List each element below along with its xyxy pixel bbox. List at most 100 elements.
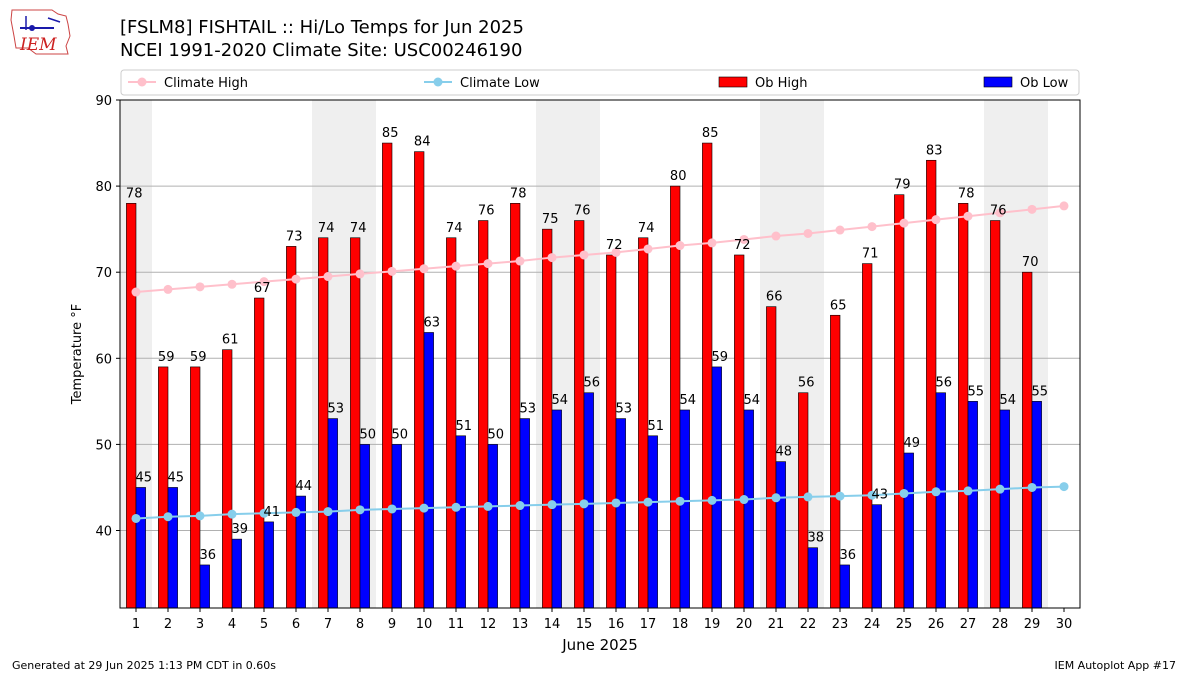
bar-ob-low-day-18: [679, 409, 690, 609]
bar-ob-low-day-14: [551, 409, 562, 609]
data-labels: 78 45 59 45 59 36 61 39 67 41 73 44 74 53 74 50 85 50 84 63…: [126, 126, 1048, 563]
x-tick-label-9: 9: [388, 617, 396, 632]
label-ob-low-day-25: 49: [904, 436, 921, 451]
bar-ob-high-day-16: [606, 254, 617, 609]
label-ob-low-day-17: 51: [648, 419, 665, 434]
climate-low-point-day-16: [611, 498, 621, 508]
climate-high-point-day-13: [515, 256, 525, 266]
y-tick-label-70: 70: [95, 266, 112, 281]
label-ob-high-day-22: 56: [798, 376, 815, 391]
bar-ob-high-day-24: [862, 263, 873, 609]
x-tick-label-8: 8: [356, 617, 364, 632]
label-ob-high-day-6: 73: [286, 229, 303, 244]
label-ob-low-day-20: 54: [744, 393, 761, 408]
bar-ob-high-day-2: [158, 366, 169, 609]
bar-ob-high-day-4: [222, 349, 233, 609]
label-ob-low-day-27: 55: [968, 384, 985, 399]
climate-low-point-day-8: [355, 505, 365, 515]
climate-low-point-day-18: [675, 496, 685, 506]
label-ob-low-day-10: 63: [424, 315, 441, 330]
climate-high-point-day-5: [259, 277, 269, 287]
climate-high-point-day-9: [387, 266, 397, 276]
climate-high-point-day-21: [771, 231, 781, 241]
climate-low-point-day-24: [867, 490, 877, 500]
label-ob-high-day-8: 74: [350, 221, 367, 236]
bar-ob-high-day-10: [414, 151, 425, 609]
climate-high-point-day-23: [835, 225, 845, 235]
label-ob-low-day-13: 53: [520, 402, 537, 417]
label-ob-high-day-11: 74: [446, 221, 463, 236]
climate-low-point-day-20: [739, 495, 749, 505]
label-ob-low-day-22: 38: [808, 531, 825, 546]
bar-ob-low-day-12: [487, 444, 498, 609]
climate-high-point-day-29: [1027, 204, 1037, 214]
x-tick-label-1: 1: [132, 617, 140, 632]
climate-high-point-day-3: [195, 282, 205, 292]
bar-ob-high-day-12: [478, 220, 489, 609]
y-tick-label-80: 80: [95, 180, 112, 195]
x-tick-label-29: 29: [1024, 617, 1041, 632]
climate-high-point-day-1: [131, 287, 141, 297]
x-tick-label-22: 22: [800, 617, 817, 632]
label-ob-high-day-15: 76: [574, 204, 591, 219]
label-ob-low-day-29: 55: [1032, 384, 1049, 399]
bar-ob-low-day-22: [807, 547, 818, 609]
climate-low-point-day-5: [259, 508, 269, 518]
x-axis-label: June 2025: [561, 636, 638, 654]
bar-ob-high-day-25: [894, 194, 905, 609]
climate-high-point-day-12: [483, 259, 493, 269]
bar-ob-low-day-21: [775, 461, 786, 609]
label-ob-low-day-19: 59: [712, 350, 729, 365]
climate-high-point-day-8: [355, 269, 365, 279]
climate-low-point-day-9: [387, 504, 397, 514]
bar-ob-low-day-25: [903, 452, 914, 609]
label-ob-low-day-18: 54: [680, 393, 697, 408]
x-tick-label-13: 13: [512, 617, 529, 632]
climate-low-point-day-12: [483, 501, 493, 511]
bar-ob-high-day-8: [350, 237, 361, 609]
label-ob-high-day-20: 72: [734, 238, 751, 253]
climate-high-point-day-27: [963, 211, 973, 221]
climate-high-point-day-25: [899, 218, 909, 228]
label-ob-high-day-25: 79: [894, 178, 911, 193]
y-tick-label-50: 50: [95, 438, 112, 453]
bar-ob-low-day-3: [199, 564, 210, 609]
climate-high-point-day-7: [323, 272, 333, 282]
x-tick-label-6: 6: [292, 617, 300, 632]
climate-low-point-day-11: [451, 502, 461, 512]
x-tick-label-23: 23: [832, 617, 849, 632]
bar-ob-high-day-27: [958, 203, 969, 609]
climate-low-point-day-7: [323, 507, 333, 517]
legend-box: [120, 69, 1080, 96]
climate-high-point-day-26: [931, 215, 941, 225]
label-ob-high-day-26: 83: [926, 143, 943, 158]
label-ob-high-day-29: 70: [1022, 255, 1039, 270]
label-ob-high-day-14: 75: [542, 212, 559, 227]
legend-climate-high-swatch-marker: [137, 77, 147, 87]
label-ob-high-day-4: 61: [222, 333, 239, 348]
climate-high-point-day-28: [995, 208, 1005, 218]
bar-ob-high-day-20: [734, 254, 745, 609]
climate-high-point-day-10: [419, 264, 429, 274]
climate-high-point-day-11: [451, 261, 461, 271]
bar-ob-high-day-1: [126, 203, 137, 609]
label-ob-low-day-8: 50: [360, 427, 377, 442]
legend: Climate High Climate Low Ob High Ob Low: [120, 69, 1080, 96]
bar-ob-high-day-23: [830, 314, 841, 609]
climate-low-line: [135, 485, 1065, 520]
climate-low-point-day-10: [419, 503, 429, 513]
climate-low-point-day-13: [515, 501, 525, 511]
bar-ob-high-day-6: [286, 246, 297, 609]
y-axis-label: Temperature °F: [70, 304, 85, 405]
legend-climate-low-swatch-marker: [433, 77, 443, 87]
climate-low-point-day-1: [131, 513, 141, 523]
climate-lines: [131, 201, 1069, 523]
climate-high-point-day-15: [579, 250, 589, 260]
x-tick-label-15: 15: [576, 617, 593, 632]
legend-ob-high-label: Ob High: [755, 76, 808, 91]
x-tick-label-20: 20: [736, 617, 753, 632]
bar-ob-low-day-2: [167, 487, 178, 609]
label-ob-low-day-23: 36: [840, 548, 857, 563]
bar-ob-high-day-7: [318, 237, 329, 609]
